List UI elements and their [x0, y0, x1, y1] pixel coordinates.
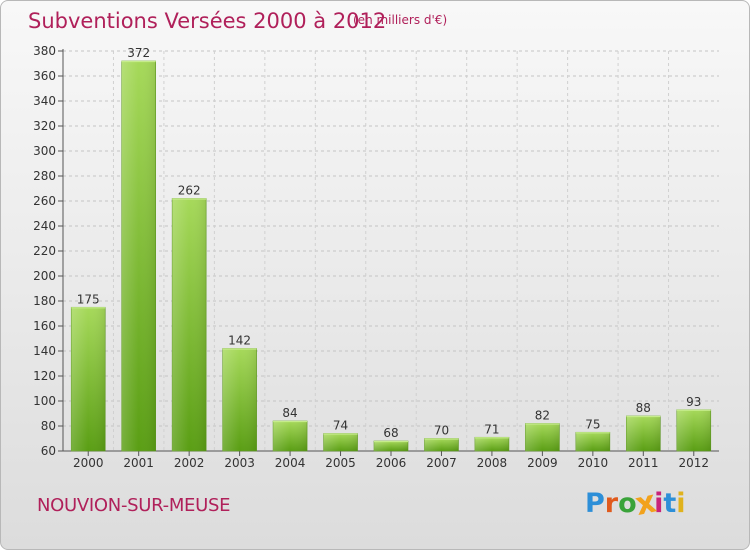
bar-shine [121, 61, 156, 451]
y-tick-label: 280 [33, 169, 56, 183]
x-tick-label: 2007 [426, 456, 457, 470]
logo-letter: o [618, 488, 637, 519]
logo-letter: P [585, 488, 605, 519]
bar-shine [676, 409, 711, 451]
y-tick-label: 260 [33, 194, 56, 208]
x-tick-label: 2010 [578, 456, 609, 470]
logo-letter: i [654, 488, 664, 519]
x-tick-label: 2009 [527, 456, 558, 470]
value-label: 84 [282, 406, 297, 420]
y-tick-label: 100 [33, 394, 56, 408]
grid-lines [63, 50, 719, 451]
y-tick-label: 300 [33, 144, 56, 158]
y-tick-label: 200 [33, 269, 56, 283]
axes [58, 49, 719, 456]
x-tick-label: 2008 [477, 456, 508, 470]
y-tick-label: 380 [33, 44, 56, 58]
value-label: 71 [484, 422, 499, 436]
y-tick-label: 80 [41, 419, 56, 433]
value-labels: 175 372 262 142 84 74 68 70 71 82 75 88 93 [77, 46, 702, 440]
x-tick-label: 2003 [224, 456, 255, 470]
bar-shine [222, 348, 257, 451]
y-tick-label: 180 [33, 294, 56, 308]
bar-shine [525, 423, 560, 451]
y-tick-label: 140 [33, 344, 56, 358]
x-tick-labels: 2000 2001 2002 2003 2004 2005 2006 2007 2008 2009… [73, 456, 709, 470]
y-tick-label: 60 [41, 444, 56, 458]
value-label: 142 [228, 334, 251, 348]
y-tick-label: 320 [33, 119, 56, 133]
logo-letter: r [604, 488, 619, 519]
value-label: 88 [636, 401, 651, 415]
x-tick-label: 2002 [174, 456, 205, 470]
bar-shine [374, 441, 408, 451]
bar-shine [575, 432, 610, 451]
x-tick-label: 2006 [376, 456, 407, 470]
chart-title: Subventions Versées 2000 à 2012 [28, 9, 387, 33]
y-tick-label: 240 [33, 219, 56, 233]
value-label: 74 [333, 419, 348, 433]
logo-letter: i [676, 488, 686, 519]
y-tick-labels: 60 80 100 120 140 160 180 200 220 240 260 280 300 320… [33, 44, 56, 458]
y-tick-label: 360 [33, 69, 56, 83]
bar-shine [71, 307, 106, 451]
x-tick-label: 2000 [73, 456, 104, 470]
value-label: 75 [585, 417, 600, 431]
x-tick-label: 2012 [678, 456, 709, 470]
logo-letter: t [663, 488, 677, 519]
x-tick-label: 2005 [325, 456, 356, 470]
value-label: 175 [77, 292, 100, 306]
bars [70, 60, 712, 452]
value-label: 372 [127, 46, 150, 60]
value-label: 262 [178, 184, 201, 198]
x-tick-label: 2004 [275, 456, 306, 470]
value-label: 70 [434, 424, 449, 438]
y-tick-label: 120 [33, 369, 56, 383]
proxiti-logo: Proxiti [585, 484, 686, 523]
value-label: 68 [383, 426, 398, 440]
y-tick-label: 220 [33, 244, 56, 258]
value-label: 82 [535, 409, 550, 423]
bar-shine [172, 198, 207, 451]
bar-shine [474, 437, 509, 451]
commune-name: NOUVION-SUR-MEUSE [37, 495, 231, 516]
value-label: 93 [686, 395, 701, 409]
y-tick-label: 160 [33, 319, 56, 333]
chart-subtitle: (en milliers d'€) [353, 13, 448, 27]
bar-shine [323, 433, 358, 451]
x-tick-label: 2011 [628, 456, 659, 470]
bar-shine [424, 438, 459, 451]
y-tick-label: 340 [33, 94, 56, 108]
bar-shine [626, 416, 661, 451]
bar-shine [273, 421, 308, 451]
x-tick-label: 2001 [123, 456, 154, 470]
